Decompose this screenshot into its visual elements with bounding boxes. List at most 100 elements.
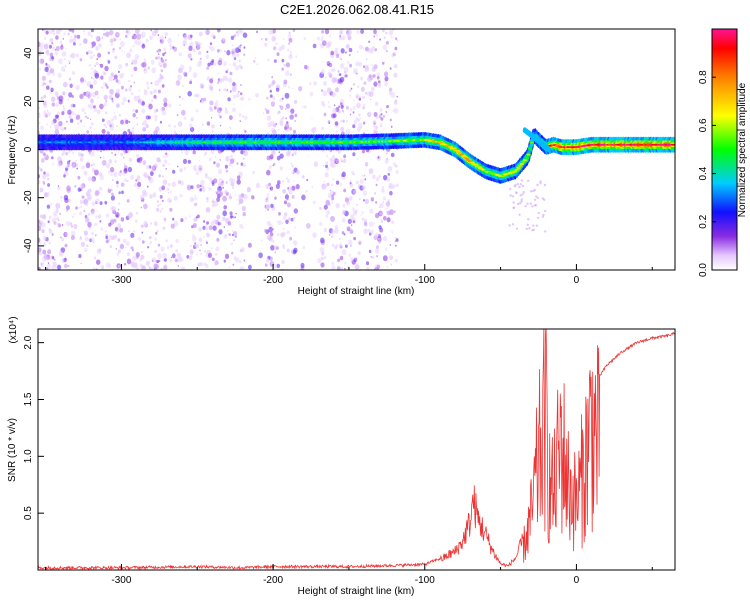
noise-speck xyxy=(367,228,371,233)
noise-speck xyxy=(156,157,161,163)
noise-speck xyxy=(158,174,161,178)
noise-speck xyxy=(139,258,143,262)
noise-speck xyxy=(44,82,47,86)
noise-speck xyxy=(375,115,379,120)
noise-speck xyxy=(231,165,233,168)
noise-speck xyxy=(273,59,277,63)
noise-speck xyxy=(172,46,175,49)
noise-speck xyxy=(342,204,346,208)
noise-speck xyxy=(188,215,191,218)
noise-speck xyxy=(44,154,47,158)
noise-speck xyxy=(108,76,113,82)
noise-speck xyxy=(86,244,89,248)
noise-speck xyxy=(339,183,343,186)
noise-speck xyxy=(339,63,345,69)
noise-speck xyxy=(238,171,243,177)
noise-speck xyxy=(68,62,71,65)
noise-speck xyxy=(272,240,275,243)
noise-speck xyxy=(347,35,352,40)
noise-speck xyxy=(239,260,242,264)
noise-speck xyxy=(279,166,283,171)
noise-speck xyxy=(100,150,102,153)
noise-speck xyxy=(227,77,233,83)
noise-speck xyxy=(96,109,101,115)
noise-speck xyxy=(87,221,92,228)
noise-speck xyxy=(360,29,364,34)
noise-speck xyxy=(159,35,165,41)
noise-speck xyxy=(122,172,126,176)
noise-speck xyxy=(103,123,106,127)
noise-speck xyxy=(256,63,259,66)
noise-speck xyxy=(340,120,343,123)
noise-speck xyxy=(66,221,71,227)
noise-speck xyxy=(385,50,388,53)
noise-speck xyxy=(323,80,327,86)
noise-speck xyxy=(368,221,374,227)
noise-speck xyxy=(211,130,214,133)
noise-speck xyxy=(239,97,242,101)
noise-speck xyxy=(209,108,214,113)
noise-speck xyxy=(205,226,209,231)
noise-speck xyxy=(222,37,225,41)
noise-speck xyxy=(176,113,179,117)
noise-speck xyxy=(217,59,223,66)
noise-speck xyxy=(64,243,68,248)
noise-speck xyxy=(142,119,148,126)
noise-speck xyxy=(75,206,78,210)
noise-speck xyxy=(302,105,304,108)
noise-speck xyxy=(358,198,361,200)
noise-speck xyxy=(347,226,349,229)
noise-speck xyxy=(93,54,96,57)
noise-speck xyxy=(48,44,53,49)
noise-speck xyxy=(130,85,133,88)
noise-speck xyxy=(375,201,377,204)
noise-speck xyxy=(206,66,210,70)
noise-speck xyxy=(91,167,96,173)
noise-speck xyxy=(325,164,328,169)
x-tick-label: -300 xyxy=(111,575,131,586)
noise-speck xyxy=(334,228,339,234)
noise-speck xyxy=(320,262,325,268)
noise-speck xyxy=(200,179,205,186)
noise-speck xyxy=(59,212,61,215)
noise-speck xyxy=(291,153,294,157)
noise-speck xyxy=(48,228,51,231)
noise-speck xyxy=(358,44,363,50)
noise-speck xyxy=(143,90,148,96)
noise-speck xyxy=(181,109,186,116)
noise-speck xyxy=(284,92,290,99)
noise-speck xyxy=(64,256,67,259)
noise-speck xyxy=(157,243,161,247)
noise-speck xyxy=(285,62,290,68)
noise-speck xyxy=(298,86,303,92)
noise-speck xyxy=(54,51,59,56)
noise-speck xyxy=(150,82,153,85)
noise-speck xyxy=(52,29,55,33)
noise-speck xyxy=(38,237,41,243)
noise-speck xyxy=(537,211,540,215)
noise-speck xyxy=(313,81,317,86)
noise-speck xyxy=(211,199,215,204)
noise-speck xyxy=(153,109,157,114)
noise-speck xyxy=(107,60,111,64)
noise-speck xyxy=(70,235,75,241)
y-tick-label: 2.0 xyxy=(23,335,34,349)
noise-speck xyxy=(68,77,72,81)
noise-speck xyxy=(237,202,241,206)
noise-speck xyxy=(38,114,41,118)
colorbar-frame xyxy=(711,28,738,271)
noise-speck xyxy=(117,264,121,268)
noise-speck xyxy=(289,236,292,241)
noise-speck xyxy=(291,194,295,199)
noise-speck xyxy=(84,112,86,114)
noise-speck xyxy=(168,124,171,128)
noise-speck xyxy=(84,236,89,242)
noise-speck xyxy=(136,116,138,120)
noise-speck xyxy=(162,252,168,259)
noise-speck xyxy=(286,202,291,208)
noise-speck xyxy=(375,33,378,37)
noise-speck xyxy=(243,46,246,49)
noise-speck xyxy=(531,229,534,232)
noise-speck xyxy=(97,52,102,58)
noise-speck xyxy=(75,84,80,91)
